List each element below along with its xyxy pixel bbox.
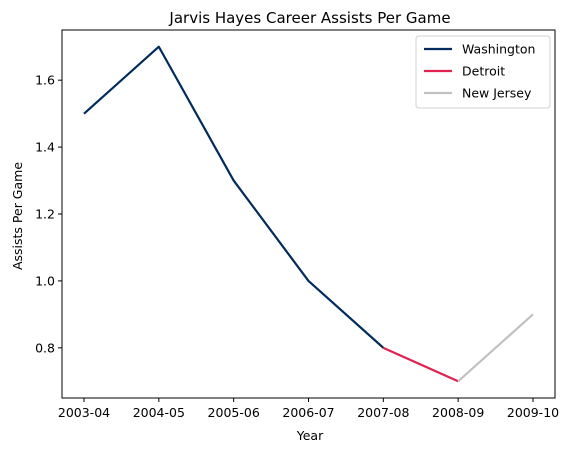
y-tick-label: 0.8 [35,340,55,355]
y-axis-label: Assists Per Game [10,162,25,270]
x-tick-label: 2006-07 [282,405,334,420]
x-tick-label: 2003-04 [58,405,110,420]
y-tick-label: 1.4 [35,140,55,155]
y-tick-label: 1.0 [35,273,55,288]
x-tick-label: 2005-06 [208,405,260,420]
x-tick-label: 2007-08 [357,405,409,420]
chart-title: Jarvis Hayes Career Assists Per Game [168,9,450,27]
y-tick-label: 1.2 [35,207,55,222]
legend-label-2: Detroit [462,64,505,79]
plot-area: 2003-04 2004-05 2005-06 2006-07 2007-08 2008-… [35,29,559,420]
legend-label-1: Washington [462,42,535,57]
x-tick-label: 2008-09 [432,405,484,420]
series-line-2 [382,346,459,383]
series-line-1 [83,45,385,349]
x-axis-label: Year [296,428,324,443]
x-tick-label: 2004-05 [133,405,185,420]
legend-label-3: New Jersey [462,86,532,101]
y-tick-label: 1.6 [35,73,55,88]
x-tick-label: 2009-10 [507,405,559,420]
legend-box [415,35,551,109]
series-line-3 [457,313,534,383]
